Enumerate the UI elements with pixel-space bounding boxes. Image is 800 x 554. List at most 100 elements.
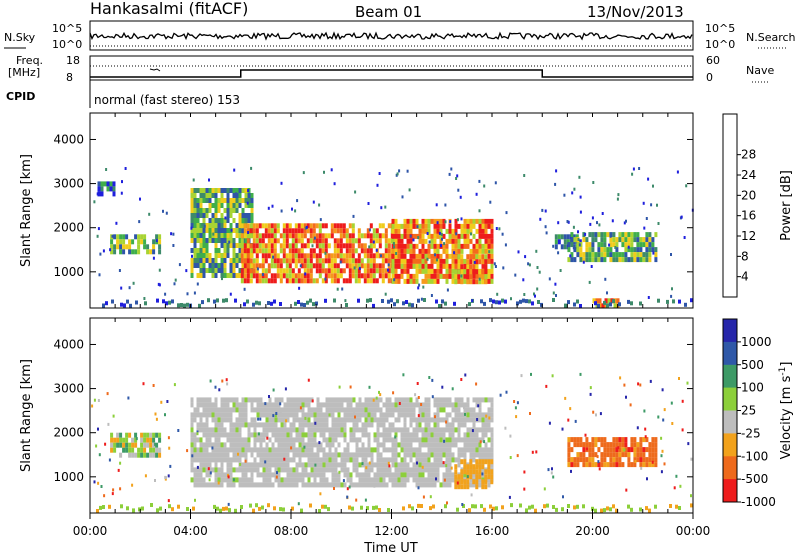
noise-cell <box>569 407 572 411</box>
data-cell <box>125 437 129 443</box>
data-cell <box>618 442 622 448</box>
data-cell <box>612 437 616 443</box>
data-cell <box>298 447 302 453</box>
data-cell <box>229 432 233 438</box>
data-cell <box>439 427 443 433</box>
data-cell <box>255 248 259 254</box>
data-cell <box>612 462 616 468</box>
data-cell <box>592 298 596 304</box>
noise-left-label: N.Sky <box>4 31 36 44</box>
data-cell <box>366 278 370 284</box>
noise-cell <box>108 458 111 462</box>
data-cell <box>283 442 287 448</box>
data-cell <box>415 472 419 478</box>
data-cell <box>238 422 242 428</box>
data-cell <box>400 432 404 438</box>
data-cell <box>394 427 398 433</box>
data-cell <box>403 422 407 428</box>
data-cell <box>554 239 558 245</box>
data-cell <box>220 412 224 418</box>
data-cell <box>250 482 254 488</box>
noise-cell <box>297 502 300 506</box>
noise-cell <box>272 452 274 456</box>
clutter-cell <box>177 303 180 308</box>
data-cell <box>331 477 335 483</box>
noise-cell <box>247 189 250 192</box>
noise-cell <box>609 234 612 238</box>
data-cell <box>134 432 138 438</box>
data-cell <box>301 427 305 433</box>
data-cell <box>639 252 643 258</box>
data-cell <box>264 268 268 274</box>
data-cell <box>327 263 331 269</box>
data-cell <box>304 452 308 458</box>
data-cell <box>566 234 570 240</box>
freq-left-label-1: Freq. <box>16 54 43 67</box>
data-cell <box>430 437 434 443</box>
data-cell <box>403 412 407 418</box>
data-cell <box>256 397 260 403</box>
data-cell <box>262 437 266 443</box>
data-cell <box>330 273 334 279</box>
data-cell <box>241 467 245 473</box>
noise-cell <box>221 268 223 272</box>
data-cell <box>291 258 295 264</box>
data-cell <box>190 268 194 273</box>
data-cell <box>244 462 248 468</box>
data-cell <box>490 474 494 480</box>
data-cell <box>463 479 467 485</box>
data-cell <box>379 412 383 418</box>
data-cell <box>346 402 350 408</box>
data-cell <box>355 452 359 458</box>
data-cell <box>208 482 212 488</box>
data-cell <box>472 407 476 413</box>
clutter-cell <box>609 507 612 512</box>
data-cell <box>196 273 200 278</box>
data-cell <box>478 477 482 483</box>
data-cell <box>229 243 233 248</box>
data-cell <box>573 457 577 463</box>
data-cell <box>412 477 416 483</box>
data-cell <box>235 437 239 443</box>
data-cell <box>310 482 314 488</box>
data-cell <box>223 397 227 403</box>
noise-cell <box>450 466 453 470</box>
noise-cell <box>398 169 401 173</box>
data-cell <box>630 257 634 263</box>
data-cell <box>478 407 482 413</box>
data-cell <box>301 412 305 418</box>
data-cell <box>445 397 449 403</box>
data-cell <box>361 457 365 463</box>
data-cell <box>460 469 464 475</box>
noise-cell <box>473 260 476 264</box>
data-cell <box>140 234 144 240</box>
data-cell <box>345 278 349 284</box>
data-cell <box>277 437 281 443</box>
data-cell <box>603 452 607 458</box>
clutter-cell <box>690 298 693 303</box>
data-cell <box>378 238 382 244</box>
data-cell <box>119 432 123 438</box>
data-cell <box>624 452 628 458</box>
data-cell <box>246 258 250 264</box>
data-cell <box>279 278 283 284</box>
data-cell <box>394 273 398 279</box>
data-cell <box>252 243 256 249</box>
noise-cell <box>164 475 167 479</box>
data-cell <box>249 233 253 239</box>
data-cell <box>280 422 284 428</box>
data-cell <box>406 273 410 279</box>
data-cell <box>247 467 251 473</box>
data-cell <box>484 484 488 490</box>
data-cell <box>436 273 440 279</box>
data-cell <box>364 407 368 413</box>
noise-cell <box>414 393 417 397</box>
noise-cell <box>218 388 221 392</box>
data-cell <box>369 253 373 259</box>
x-tick-label: 00:00 <box>73 524 108 538</box>
data-cell <box>445 467 449 473</box>
data-cell <box>609 447 613 453</box>
data-cell <box>235 422 239 428</box>
